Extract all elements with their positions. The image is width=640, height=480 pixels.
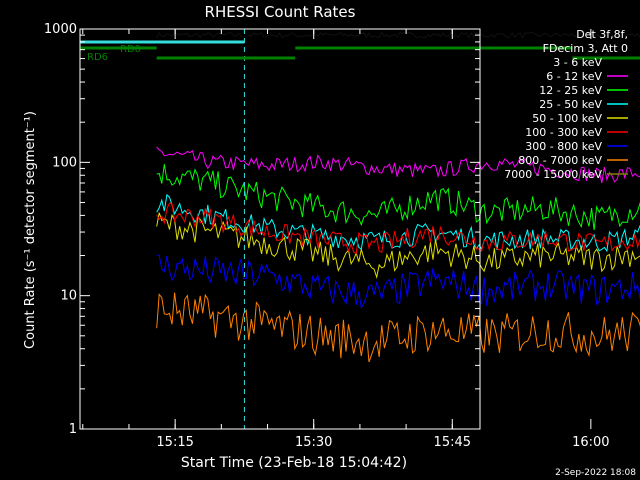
series-line-7 xyxy=(156,292,640,363)
legend-label-4: 50 - 100 keV xyxy=(532,112,602,125)
y-tick-label-2: 100 xyxy=(52,155,77,170)
legend-label-8: 7000 - 15000 keV xyxy=(504,168,602,181)
attenuator-label-rd6: RD6 xyxy=(87,52,108,63)
y-tick-label-1: 10 xyxy=(60,289,77,304)
series-line-2 xyxy=(156,164,640,231)
legend-label-7: 800 - 7000 keV xyxy=(518,154,602,167)
legend-label-3: 25 - 50 keV xyxy=(539,98,602,111)
legend-label-0: 3 - 6 keV xyxy=(553,56,602,69)
legend-header-0: Det 3f,8f, xyxy=(576,28,628,41)
x-tick-label-3: 16:00 xyxy=(572,435,609,450)
series-line-0 xyxy=(156,31,640,39)
y-axis-label: Count Rate (s⁻¹ detector segment⁻¹) xyxy=(23,111,38,349)
series-line-3 xyxy=(156,193,640,253)
legend-header-1: FDecim 3, Att 0 xyxy=(543,42,628,55)
x-tick-label-0: 15:15 xyxy=(156,435,193,450)
x-tick-label-1: 15:30 xyxy=(295,435,332,450)
series-line-4 xyxy=(156,212,640,280)
legend-label-2: 12 - 25 keV xyxy=(539,84,602,97)
series-line-5 xyxy=(156,202,640,255)
series-line-6 xyxy=(156,254,640,309)
legend-label-1: 6 - 12 keV xyxy=(546,70,602,83)
x-tick-label-2: 15:45 xyxy=(434,435,471,450)
traces-layer xyxy=(156,31,640,363)
legend-label-6: 300 - 800 keV xyxy=(525,140,602,153)
attenuator-label-rd0: RD0 xyxy=(120,44,141,55)
plot-frame xyxy=(79,28,481,430)
y-tick-label-3: 1000 xyxy=(44,22,77,37)
y-tick-label-0: 1 xyxy=(69,422,77,437)
footer-timestamp: 2-Sep-2022 18:08 xyxy=(555,468,636,478)
chart-title: RHESSI Count Rates xyxy=(205,3,356,21)
series-line-1 xyxy=(156,146,640,184)
x-axis-label: Start Time (23-Feb-18 15:04:42) xyxy=(181,455,407,471)
legend-label-5: 100 - 300 keV xyxy=(525,126,602,139)
